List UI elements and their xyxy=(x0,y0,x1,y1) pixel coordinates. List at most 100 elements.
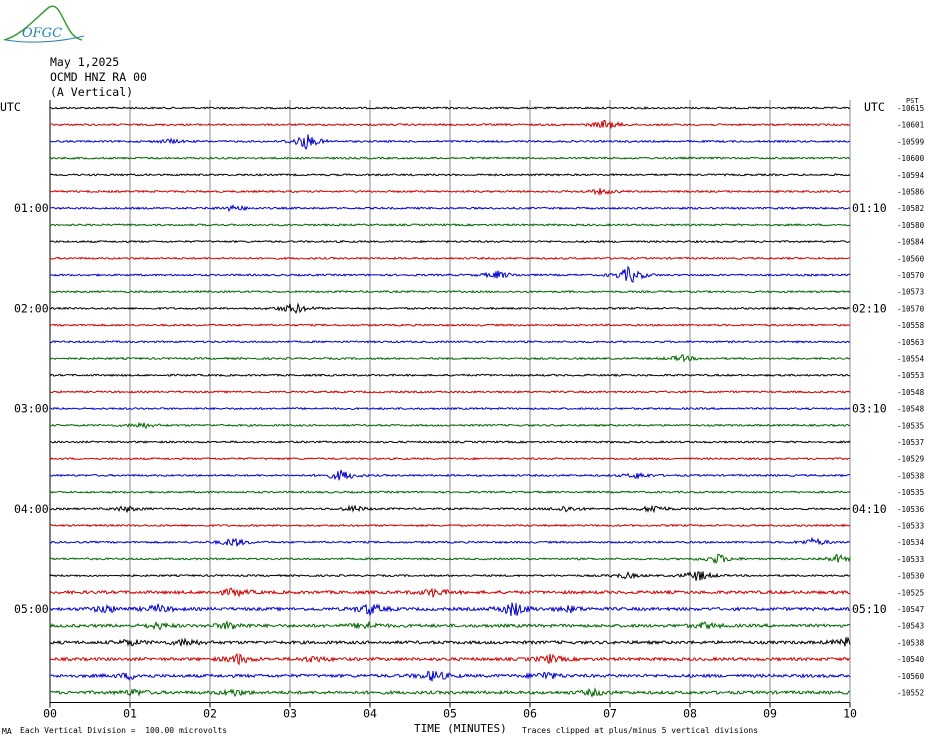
trace-row-30 xyxy=(49,602,851,617)
trace-row-19 xyxy=(49,421,851,430)
trace-row-28 xyxy=(49,570,851,581)
trace-offset-label: -10594 xyxy=(897,171,925,180)
date-label: May 1,2025 xyxy=(50,55,120,69)
station-label: OCMD HNZ RA 00 xyxy=(50,70,147,84)
x-tick-label-10: 10 xyxy=(843,707,857,721)
trace-row-7 xyxy=(49,223,851,227)
scale-note: Each Vertical Division = 100.00 microvol… xyxy=(20,726,228,735)
left-hour-label: 05:00 xyxy=(14,602,49,616)
trace-offset-label: -10525 xyxy=(897,588,924,597)
x-tick-label-03: 03 xyxy=(283,707,297,721)
trace-row-17 xyxy=(49,390,851,394)
trace-row-35 xyxy=(49,687,851,698)
trace-row-33 xyxy=(49,652,851,666)
right-hour-label: 03:10 xyxy=(852,402,887,416)
trace-offset-label: -10540 xyxy=(897,655,925,664)
trace-row-1 xyxy=(49,120,851,129)
trace-row-2 xyxy=(49,134,851,150)
trace-offset-label: -10586 xyxy=(897,188,925,197)
trace-offset-label: -10554 xyxy=(897,355,925,364)
trace-offset-label: -10530 xyxy=(897,572,925,581)
right-hour-label: 05:10 xyxy=(852,602,887,616)
trace-offset-label: -10580 xyxy=(897,221,925,230)
right-hour-label: 01:10 xyxy=(852,201,887,215)
trace-row-0 xyxy=(49,106,851,110)
logo-swoosh-icon xyxy=(5,35,85,43)
trace-row-5 xyxy=(49,188,851,196)
trace-offset-label: -10548 xyxy=(897,388,925,397)
trace-offset-label: -10535 xyxy=(897,421,924,430)
trace-row-16 xyxy=(49,373,851,378)
trace-offset-label: -10570 xyxy=(897,304,925,313)
trace-row-6 xyxy=(49,203,851,213)
trace-offset-label: -10553 xyxy=(897,371,924,380)
trace-offset-label: -10548 xyxy=(897,405,925,414)
trace-offset-label: -10563 xyxy=(897,338,924,347)
trace-offset-label: -10573 xyxy=(897,288,924,297)
component-label: (A Vertical) xyxy=(50,85,134,99)
clip-note: Traces clipped at plus/minus 5 vertical … xyxy=(522,726,759,735)
trace-row-26 xyxy=(49,536,851,547)
trace-row-34 xyxy=(49,670,851,682)
trace-row-25 xyxy=(49,523,851,528)
trace-row-12 xyxy=(49,302,851,314)
left-hour-label: 04:00 xyxy=(14,502,49,516)
trace-offset-label: -10534 xyxy=(897,538,925,547)
trace-row-21 xyxy=(49,456,851,461)
trace-row-15 xyxy=(49,354,851,363)
trace-row-24 xyxy=(49,504,851,514)
trace-offset-label: -10533 xyxy=(897,555,924,564)
trace-offset-label: -10615 xyxy=(897,104,924,113)
trace-offset-label: -10582 xyxy=(897,204,924,213)
x-tick-label-09: 09 xyxy=(763,707,777,721)
trace-row-29 xyxy=(49,587,851,599)
trace-row-23 xyxy=(49,490,851,494)
trace-offset-label: -10601 xyxy=(897,121,924,130)
x-tick-label-08: 08 xyxy=(683,707,697,721)
trace-row-18 xyxy=(49,406,851,411)
trace-row-10 xyxy=(49,265,851,283)
trace-offset-label: -10600 xyxy=(897,154,925,163)
corner-mark: MA xyxy=(2,727,12,736)
trace-offset-label: -10560 xyxy=(897,672,925,681)
trace-offset-label: -10538 xyxy=(897,638,925,647)
trace-row-8 xyxy=(49,239,851,244)
trace-offset-label: -10536 xyxy=(897,505,925,514)
trace-offset-label: -10560 xyxy=(897,254,925,263)
trace-offset-label: -10538 xyxy=(897,471,925,480)
trace-row-11 xyxy=(49,289,851,294)
x-tick-label-02: 02 xyxy=(203,707,217,721)
trace-offset-label: -10599 xyxy=(897,137,924,146)
trace-offset-label: -10533 xyxy=(897,522,924,531)
trace-offset-label: -10529 xyxy=(897,455,924,464)
trace-row-27 xyxy=(49,553,851,565)
trace-row-32 xyxy=(49,636,851,647)
trace-offset-label: -10584 xyxy=(897,238,925,247)
trace-offset-label: -10547 xyxy=(897,605,924,614)
trace-offset-label: -10543 xyxy=(897,622,924,631)
trace-offset-label: -10558 xyxy=(897,321,925,330)
x-axis-title: TIME (MINUTES) xyxy=(414,722,507,735)
x-tick-label-06: 06 xyxy=(523,707,537,721)
left-utc-title: UTC xyxy=(0,100,21,114)
logo-text: OFGC xyxy=(22,26,63,41)
ofgc-logo xyxy=(3,5,85,43)
trace-offset-label: -10552 xyxy=(897,689,924,698)
trace-row-20 xyxy=(49,440,851,444)
trace-row-14 xyxy=(49,339,851,344)
trace-offset-label: -10537 xyxy=(897,438,924,447)
trace-offset-label: -10570 xyxy=(897,271,925,280)
trace-row-9 xyxy=(49,256,851,261)
left-hour-label: 01:00 xyxy=(14,201,49,215)
x-tick-label-04: 04 xyxy=(363,707,377,721)
right-hour-label: 04:10 xyxy=(852,502,887,516)
trace-row-3 xyxy=(49,156,851,160)
trace-row-4 xyxy=(49,173,851,177)
trace-row-22 xyxy=(49,469,851,481)
x-tick-label-07: 07 xyxy=(603,707,617,721)
trace-offset-label: -10535 xyxy=(897,488,924,497)
trace-row-13 xyxy=(49,323,851,327)
logo-mountain-icon xyxy=(3,5,83,41)
